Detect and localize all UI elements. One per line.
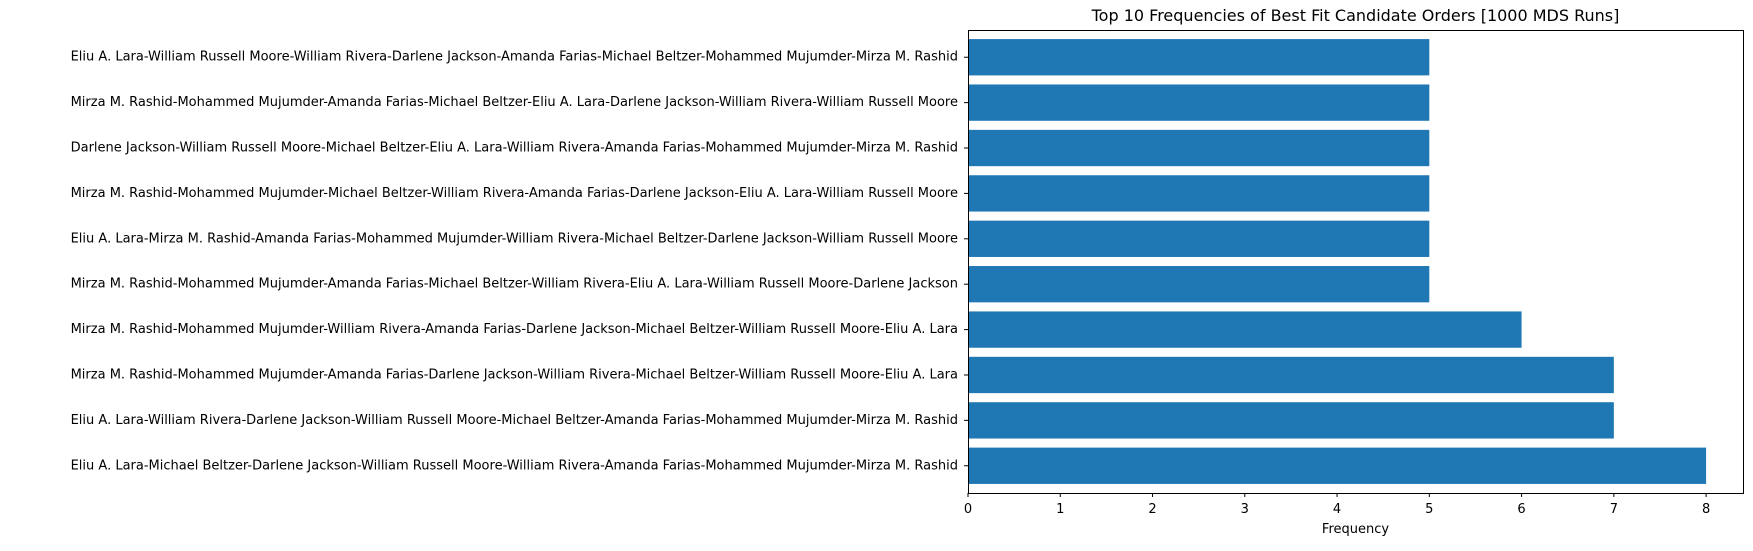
x-tick-label: 2 bbox=[1148, 502, 1156, 517]
bar bbox=[968, 447, 1707, 484]
x-tick-label: 6 bbox=[1517, 502, 1525, 517]
x-axis-title: Frequency bbox=[1322, 522, 1389, 537]
ticks-layer: 0 1 2 3 4 5 6 7 8 bbox=[964, 493, 1710, 517]
x-tick-label: 3 bbox=[1241, 502, 1249, 517]
bar bbox=[968, 39, 1430, 76]
chart-title: Top 10 Frequencies of Best Fit Candidate… bbox=[1091, 6, 1620, 25]
category-label: Mirza M. Rashid-Mohammed Mujumder-Michae… bbox=[71, 186, 958, 201]
bar bbox=[968, 356, 1614, 394]
bar bbox=[968, 84, 1430, 121]
x-tick-label: 5 bbox=[1425, 502, 1433, 517]
category-label: Mirza M. Rashid-Mohammed Mujumder-Amanda… bbox=[71, 367, 958, 382]
category-label: Darlene Jackson-William Russell Moore-Mi… bbox=[71, 141, 958, 156]
bar bbox=[968, 129, 1430, 167]
category-label: Eliu A. Lara-Mirza M. Rashid-Amanda Fari… bbox=[71, 231, 958, 246]
category-label: Mirza M. Rashid-Mohammed Mujumder-Amanda… bbox=[71, 277, 958, 292]
x-tick-label: 1 bbox=[1056, 502, 1064, 517]
category-label: Mirza M. Rashid-Mohammed Mujumder-Willia… bbox=[71, 322, 958, 337]
bar bbox=[968, 175, 1430, 212]
category-label: Eliu A. Lara-Michael Beltzer-Darlene Jac… bbox=[71, 458, 958, 473]
bar bbox=[968, 220, 1430, 257]
category-label: Eliu A. Lara-William Rivera-Darlene Jack… bbox=[71, 413, 958, 428]
x-tick-label: 8 bbox=[1702, 502, 1710, 517]
bar bbox=[968, 402, 1614, 439]
category-label: Eliu A. Lara-William Russell Moore-Willi… bbox=[71, 50, 958, 65]
x-tick-label: 0 bbox=[964, 502, 972, 517]
category-labels-layer: Eliu A. Lara-Michael Beltzer-Darlene Jac… bbox=[71, 50, 968, 473]
bars-layer bbox=[968, 39, 1707, 484]
x-tick-label: 4 bbox=[1333, 502, 1341, 517]
plot-frame bbox=[968, 30, 1744, 494]
category-label: Mirza M. Rashid-Mohammed Mujumder-Amanda… bbox=[71, 95, 958, 110]
bar bbox=[968, 266, 1430, 303]
bar bbox=[968, 311, 1522, 348]
x-tick-label: 7 bbox=[1610, 502, 1618, 517]
